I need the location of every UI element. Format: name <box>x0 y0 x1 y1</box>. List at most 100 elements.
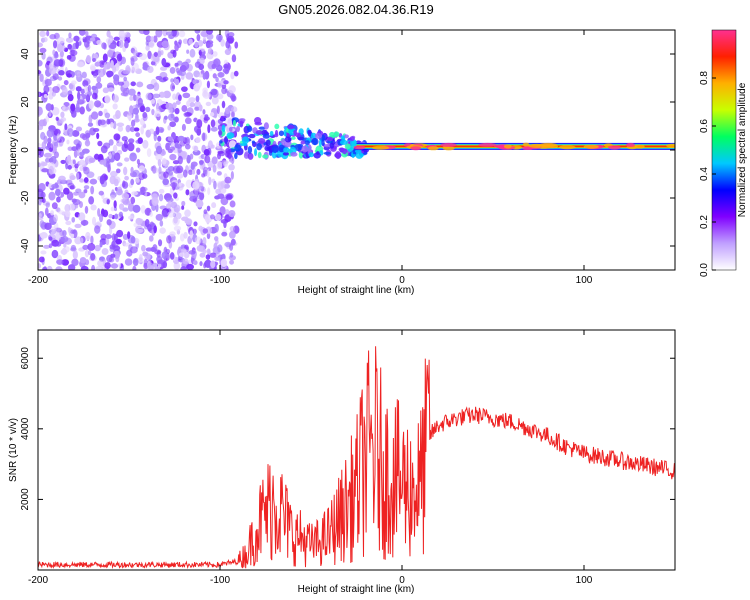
transition-blob <box>355 151 364 159</box>
noise-speckle <box>58 175 66 182</box>
noise-speckle <box>214 195 221 200</box>
transition-blob <box>349 136 355 142</box>
noise-speckle <box>198 49 202 56</box>
noise-speckle <box>205 254 211 260</box>
noise-speckle <box>220 258 228 268</box>
signal-band-peak <box>625 142 636 147</box>
snr-plot-frame <box>37 329 676 571</box>
noise-speckle <box>135 147 141 153</box>
noise-speckle <box>76 61 85 68</box>
noise-speckle <box>181 86 188 92</box>
noise-speckle <box>91 264 96 270</box>
noise-speckle <box>86 171 95 178</box>
noise-speckle <box>189 230 194 239</box>
noise-speckle <box>97 260 104 267</box>
noise-speckle <box>227 31 235 38</box>
noise-speckle <box>83 40 90 48</box>
noise-speckle <box>141 244 146 252</box>
transition-blob <box>234 152 238 160</box>
noise-speckle <box>83 189 88 194</box>
noise-speckle <box>102 53 108 63</box>
noise-speckle <box>65 37 74 43</box>
noise-speckle <box>129 152 137 162</box>
noise-speckle <box>118 211 124 218</box>
noise-speckle <box>214 236 219 242</box>
noise-speckle <box>189 48 196 58</box>
noise-speckle <box>209 112 215 117</box>
noise-speckle <box>217 80 222 89</box>
noise-speckle <box>216 93 224 100</box>
noise-speckle <box>112 144 118 153</box>
noise-speckle <box>191 169 196 175</box>
noise-speckle <box>65 220 72 226</box>
noise-speckle <box>207 47 213 55</box>
noise-speckle <box>182 38 189 45</box>
noise-speckle <box>70 229 76 235</box>
noise-speckle <box>75 126 83 132</box>
noise-speckle <box>102 87 110 94</box>
noise-speckle <box>45 202 50 208</box>
noise-speckle <box>72 130 80 137</box>
noise-speckle <box>52 73 59 80</box>
noise-speckle <box>174 107 180 115</box>
noise-speckle <box>40 162 48 167</box>
noise-speckle <box>104 112 111 119</box>
noise-speckle <box>74 163 79 169</box>
noise-speckle <box>88 100 94 110</box>
noise-speckle <box>95 82 103 89</box>
transition-blob <box>254 148 258 157</box>
noise-speckle <box>48 243 53 249</box>
noise-speckle <box>38 42 43 48</box>
transition-blob <box>304 140 310 145</box>
noise-speckle <box>155 145 163 155</box>
signal-band-peak <box>583 144 599 149</box>
heatmap-xtick-label: -200 <box>28 275 48 286</box>
noise-speckle <box>84 205 89 214</box>
noise-speckle <box>133 127 140 132</box>
noise-speckle <box>89 178 98 185</box>
transition-blob <box>247 152 254 160</box>
noise-speckle <box>193 221 198 227</box>
noise-speckle <box>93 53 99 60</box>
noise-speckle <box>216 152 222 160</box>
noise-speckle <box>124 175 129 181</box>
noise-speckle <box>89 37 96 42</box>
transition-blob <box>256 143 262 151</box>
noise-speckle <box>177 155 183 165</box>
noise-speckle <box>122 207 129 212</box>
transition-blob <box>329 142 335 149</box>
noise-speckle <box>106 70 114 77</box>
snr-xlabel: Height of straight line (km) <box>298 584 415 595</box>
noise-speckle <box>130 236 136 244</box>
heatmap-ytick-label: 20 <box>20 96 31 108</box>
transition-blob <box>234 144 242 152</box>
transition-blob <box>283 147 290 153</box>
noise-speckle <box>202 249 207 254</box>
snr-xtick-label: 100 <box>576 575 593 586</box>
noise-speckle <box>206 248 211 254</box>
noise-speckle <box>207 124 211 134</box>
noise-speckle <box>138 253 143 262</box>
noise-speckle <box>199 252 206 258</box>
noise-speckle <box>99 119 106 126</box>
noise-speckle <box>50 226 57 232</box>
noise-speckle <box>210 214 215 220</box>
noise-speckle <box>108 139 114 146</box>
snr-ytick-label: 6000 <box>20 347 31 370</box>
colorbar-label: Normalized spectral amplitude <box>737 82 748 217</box>
noise-speckle <box>60 159 66 164</box>
noise-speckle <box>88 196 95 205</box>
noise-speckle <box>39 47 47 53</box>
noise-speckle <box>185 179 193 189</box>
noise-speckle <box>142 251 149 257</box>
noise-speckle <box>140 186 146 196</box>
noise-speckle <box>195 137 201 143</box>
noise-speckle <box>205 41 214 48</box>
noise-speckle <box>161 58 167 67</box>
noise-speckle <box>65 156 72 165</box>
noise-speckle <box>104 95 111 104</box>
noise-speckle <box>48 110 52 117</box>
noise-speckle <box>73 191 79 196</box>
transition-blob <box>290 152 298 157</box>
noise-speckle <box>104 262 111 269</box>
